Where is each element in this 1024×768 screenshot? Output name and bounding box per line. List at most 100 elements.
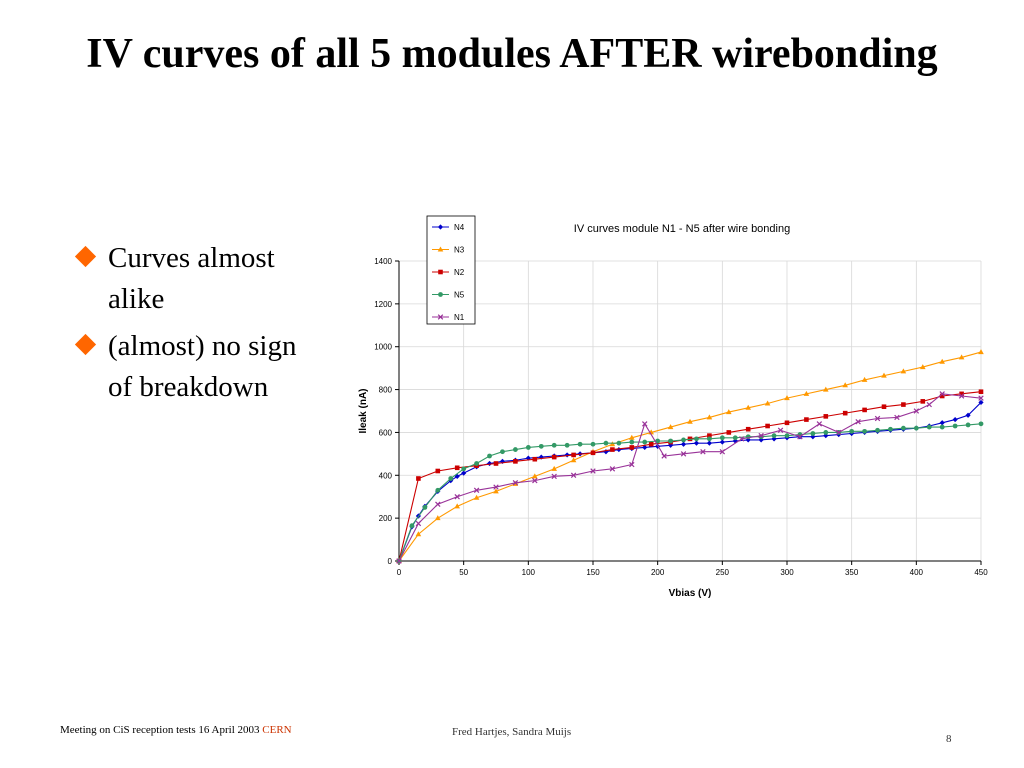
data-point-n2 [881,404,887,410]
data-point-n5 [655,438,661,444]
data-point-n1 [926,401,932,408]
data-point-n5 [577,441,583,447]
data-point-n1 [874,415,881,422]
data-point-n2 [765,423,770,429]
x-axis-label: Vbias (V) [669,588,712,599]
data-point-n1 [958,393,965,399]
data-point-n2 [493,461,499,466]
data-point-n1 [609,466,616,472]
data-point-n3 [920,364,926,370]
data-point-n2 [551,454,557,460]
data-point-n1 [570,472,577,479]
x-tick-label: 250 [716,568,730,577]
data-point-n1 [661,453,667,459]
data-point-n2 [939,393,945,399]
data-point-n1 [700,448,706,455]
data-point-n1 [739,436,745,442]
data-point-n5 [525,445,531,450]
data-point-n3 [842,382,848,388]
data-point-n3 [764,400,771,406]
data-point-n2 [590,450,596,456]
data-point-n5 [681,437,686,443]
legend-marker [437,246,444,252]
data-point-n3 [551,465,557,471]
data-point-n5 [823,430,829,435]
footer-meeting-text: Meeting on CiS reception tests 16 April … [60,724,260,736]
data-point-n3 [435,515,441,521]
legend-label: N3 [454,246,465,255]
data-point-n4 [655,443,661,449]
data-point-n3 [823,386,829,392]
footer-authors: Fred Hartjes, Sandra Muijs [452,726,572,738]
data-point-n4 [668,442,674,448]
data-point-n3 [900,368,907,374]
data-point-n1 [629,461,635,468]
y-tick-label: 0 [388,557,393,566]
data-point-n4 [706,440,712,446]
data-point-n3 [726,409,732,415]
y-tick-label: 600 [379,428,393,437]
data-point-n1 [797,433,803,440]
data-point-n4 [939,420,945,426]
data-point-n5 [629,439,635,445]
data-point-n1 [551,473,557,480]
y-tick-label: 400 [379,471,393,480]
data-point-n5 [668,438,673,444]
data-point-n3 [415,531,422,537]
data-point-n1 [473,487,480,494]
data-point-n5 [952,423,958,429]
data-point-n3 [473,494,480,500]
data-point-n5 [513,447,518,452]
data-point-n2 [416,476,421,481]
data-point-n5 [409,523,415,529]
data-point-n5 [901,425,906,431]
legend-marker [438,269,443,275]
bullet-item: Curves almost alike [74,238,314,320]
data-point-n2 [862,407,867,413]
legend-marker [438,292,443,297]
data-point-n2 [707,433,712,438]
y-tick-label: 1200 [374,300,392,309]
data-point-n3 [861,376,868,382]
legend-box [426,215,476,325]
diamond-bullet-icon [74,245,97,268]
data-point-n1 [532,477,538,484]
data-point-n2 [784,420,790,426]
data-point-n5 [487,453,492,459]
bullet-text: (almost) no sign of breakdown [108,330,297,403]
data-point-n5 [694,436,699,442]
x-tick-label: 450 [974,568,988,577]
data-point-n1 [642,421,648,427]
data-point-n1 [680,451,687,457]
data-point-n2 [435,468,441,474]
data-point-n1 [836,429,842,436]
data-point-n5 [862,428,867,434]
bullet-text: Curves almost alike [108,242,275,315]
data-point-n5 [810,431,816,436]
chart-title: IV curves module N1 - N5 after wire bond… [574,223,790,235]
series-line-n5 [398,423,982,562]
data-point-n5 [448,476,454,481]
data-point-n2 [959,391,964,397]
data-point-n3 [667,424,674,430]
data-point-n3 [454,503,460,509]
data-point-n3 [881,372,887,378]
data-point-n5 [616,440,622,446]
data-point-n3 [745,404,751,410]
data-point-n1 [454,493,460,500]
footer-meeting: Meeting on CiS reception tests 16 April … [60,724,292,736]
y-tick-label: 200 [379,514,393,523]
legend-label: N1 [454,313,465,322]
data-point-n4 [758,437,764,443]
data-point-n5 [926,424,932,430]
legend-label: N4 [454,223,465,232]
data-point-n5 [551,442,557,448]
data-point-n1 [396,558,402,564]
data-point-n4 [454,473,460,479]
data-point-n5 [849,428,855,434]
page-number: 8 [946,733,952,745]
data-point-n2 [629,445,635,450]
data-point-n5 [603,440,609,446]
data-point-n2 [610,447,615,452]
data-point-n5 [500,449,505,455]
